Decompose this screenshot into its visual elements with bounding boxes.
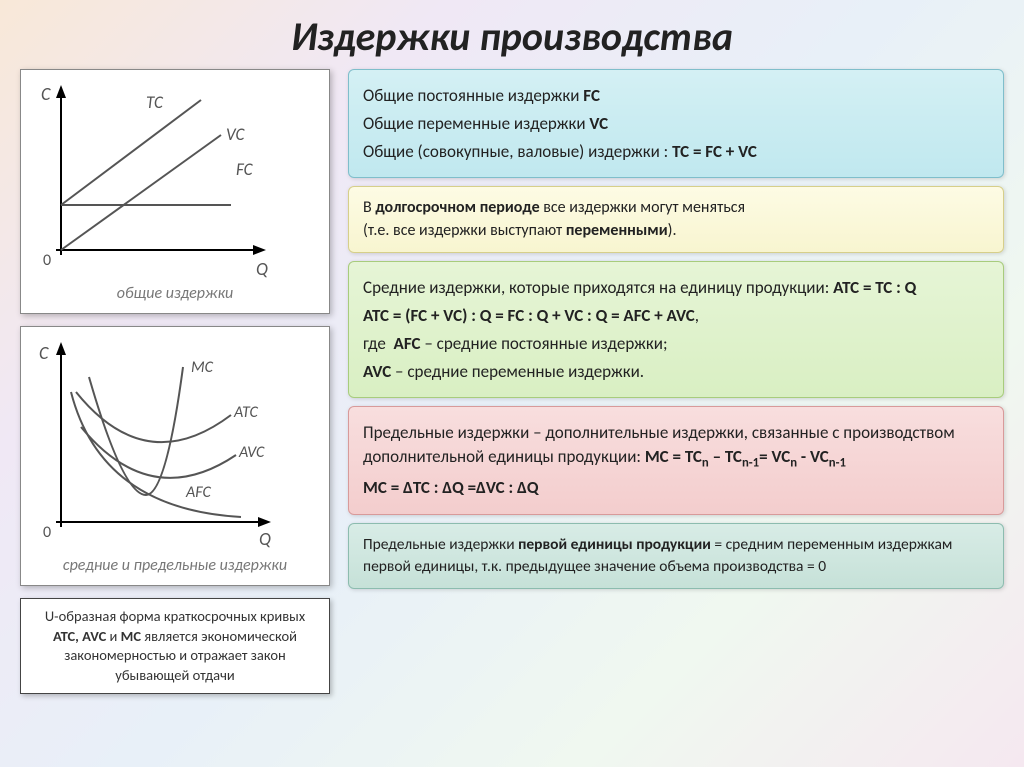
chart1-x-label: Q [256,258,268,280]
chart2-afc-label: AFC [185,483,211,502]
chart2-svg: C Q 0 AFC AVC ATC MC [31,337,321,552]
box3-line2: ATC = (FC + VC) : Q = FC : Q + VC : Q = … [363,304,989,328]
page-title: Издержки производства [0,0,1024,69]
box3-line4: AVC – средние переменные издержки. [363,360,989,384]
box2-text: В долгосрочном периоде все издержки могу… [363,198,745,239]
content-area: C Q 0 FC VC TC общие издержки C [0,69,1024,694]
u-shape-note: U-образная форма краткосрочных кривых AT… [20,598,330,694]
box5-text: Предельные издержки первой единицы проду… [363,535,952,576]
left-column: C Q 0 FC VC TC общие издержки C [20,69,330,694]
box3-line1: Средние издержки, которые приходятся на … [363,276,989,300]
chart1-tc-label: TC [146,92,164,113]
right-column: Общие постоянные издержки FC Общие перем… [348,69,1004,694]
chart2-y-label: C [39,342,49,364]
box3-line3: где AFC – средние постоянные издержки; [363,332,989,356]
chart1-vc-label: VC [226,124,245,145]
chart-avg-marginal: C Q 0 AFC AVC ATC MC средние и предельны… [20,326,330,586]
box-marginal-costs: Предельные издержки – дополнительные изд… [348,406,1004,515]
box1-line3: Общие (совокупные, валовые) издержки : T… [363,140,989,164]
chart1-fc-label: FC [236,159,254,180]
chart2-caption: средние и предельные издержки [31,556,319,575]
box4-line2: MC = ΔTC : ΔQ =ΔVC : ΔQ [363,476,989,500]
chart1-caption: общие издержки [31,284,319,303]
chart-total-costs: C Q 0 FC VC TC общие издержки [20,69,330,314]
box-average-costs: Средние издержки, которые приходятся на … [348,261,1004,398]
box-first-unit: Предельные издержки первой единицы проду… [348,523,1004,588]
chart2-atc-label: ATC [233,403,258,422]
chart1-svg: C Q 0 FC VC TC [31,80,321,280]
chart1-y-label: C [41,83,51,105]
chart2-origin: 0 [43,523,51,542]
box-total-costs: Общие постоянные издержки FC Общие перем… [348,69,1004,178]
box-longrun: В долгосрочном периоде все издержки могу… [348,186,1004,253]
chart2-mc-label: MC [191,358,214,377]
box1-line2: Общие переменные издержки VC [363,112,989,136]
box1-line1: Общие постоянные издержки FC [363,84,989,108]
chart2-x-label: Q [259,528,271,550]
chart2-avc-label: AVC [238,443,265,462]
box4-line1: Предельные издержки – дополнительные изд… [363,421,989,472]
u-shape-note-text: U-образная форма краткосрочных кривых AT… [45,607,305,684]
chart1-origin: 0 [43,251,51,270]
